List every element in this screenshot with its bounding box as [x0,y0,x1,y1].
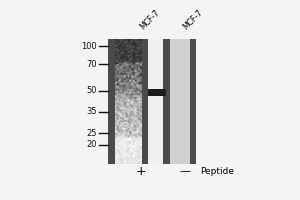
Text: MCF-7: MCF-7 [139,8,162,31]
Text: —: — [180,166,191,176]
Text: 50: 50 [86,86,97,95]
Text: 100: 100 [81,42,97,51]
Text: Peptide: Peptide [200,167,234,176]
Bar [163,39,170,164]
Text: 25: 25 [86,129,97,138]
Text: 35: 35 [86,107,97,116]
Bar [142,39,148,164]
Bar [170,39,190,164]
Text: MCF-7: MCF-7 [182,8,205,31]
Text: 20: 20 [86,140,97,149]
Bar [148,39,163,164]
Text: +: + [136,165,146,178]
Text: 70: 70 [86,60,97,69]
Bar [148,89,166,96]
Bar [108,39,115,164]
Bar [190,39,196,164]
